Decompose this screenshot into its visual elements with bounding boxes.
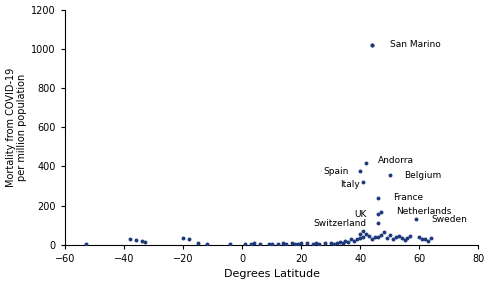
Point bbox=[353, 237, 361, 242]
Point bbox=[380, 230, 388, 234]
Point bbox=[330, 242, 338, 246]
Point bbox=[273, 242, 281, 247]
Point bbox=[283, 242, 291, 246]
Text: San Marino: San Marino bbox=[390, 40, 441, 49]
Point bbox=[416, 235, 423, 240]
Point bbox=[401, 238, 409, 243]
Point bbox=[292, 241, 299, 246]
Point bbox=[303, 241, 311, 245]
Point bbox=[138, 239, 146, 243]
Point bbox=[185, 237, 193, 242]
Point bbox=[226, 241, 234, 246]
Point bbox=[356, 232, 364, 236]
Point bbox=[359, 180, 367, 184]
Point bbox=[247, 242, 255, 246]
Point bbox=[394, 234, 402, 238]
Point bbox=[374, 221, 382, 225]
Point bbox=[82, 242, 90, 246]
Point bbox=[347, 237, 355, 241]
Point bbox=[336, 240, 343, 245]
Point bbox=[365, 234, 373, 238]
Text: France: France bbox=[392, 193, 423, 202]
Text: Sweden: Sweden bbox=[431, 215, 467, 224]
Text: Switzerland: Switzerland bbox=[313, 219, 366, 228]
Point bbox=[362, 160, 370, 165]
Point bbox=[356, 236, 364, 240]
Point bbox=[368, 42, 376, 47]
Text: Italy: Italy bbox=[341, 180, 360, 189]
Point bbox=[194, 241, 202, 246]
Point bbox=[389, 237, 396, 241]
Point bbox=[362, 232, 370, 236]
Point bbox=[386, 173, 393, 178]
Point bbox=[359, 235, 367, 239]
Point bbox=[327, 241, 335, 246]
Point bbox=[374, 196, 382, 200]
Point bbox=[294, 242, 302, 246]
Point bbox=[407, 234, 415, 238]
Point bbox=[126, 236, 134, 241]
Point bbox=[350, 239, 358, 243]
Point bbox=[383, 235, 391, 240]
Text: Spain: Spain bbox=[323, 167, 348, 176]
Point bbox=[241, 242, 249, 246]
Point bbox=[374, 212, 382, 217]
Point bbox=[424, 239, 432, 243]
Point bbox=[398, 236, 406, 240]
Text: Belgium: Belgium bbox=[405, 171, 442, 180]
Point bbox=[268, 242, 275, 246]
Text: UK: UK bbox=[354, 210, 366, 219]
Point bbox=[344, 239, 352, 244]
Text: Andorra: Andorra bbox=[378, 156, 414, 165]
Point bbox=[356, 169, 364, 174]
Point bbox=[132, 237, 140, 242]
Point bbox=[265, 242, 272, 246]
Point bbox=[392, 235, 399, 239]
Point bbox=[289, 241, 296, 246]
Point bbox=[141, 239, 148, 244]
Point bbox=[250, 241, 258, 246]
Point bbox=[342, 238, 349, 243]
Point bbox=[371, 235, 379, 240]
Point bbox=[333, 241, 341, 245]
Point bbox=[359, 229, 367, 233]
Point bbox=[377, 233, 385, 237]
Point bbox=[203, 242, 211, 246]
Point bbox=[377, 209, 385, 214]
Point bbox=[421, 237, 429, 241]
Point bbox=[413, 217, 420, 222]
Point bbox=[368, 237, 376, 241]
Y-axis label: Mortality from COVID-19
per million population: Mortality from COVID-19 per million popu… bbox=[5, 68, 27, 187]
Point bbox=[279, 241, 287, 246]
Point bbox=[256, 242, 264, 247]
Point bbox=[321, 241, 329, 245]
Point bbox=[386, 233, 393, 237]
Point bbox=[312, 241, 320, 246]
Point bbox=[309, 242, 317, 246]
Point bbox=[315, 242, 323, 246]
X-axis label: Degrees Latitude: Degrees Latitude bbox=[223, 269, 319, 280]
Point bbox=[404, 235, 412, 240]
Point bbox=[427, 235, 435, 240]
Text: Netherlands: Netherlands bbox=[395, 207, 451, 216]
Point bbox=[339, 241, 346, 245]
Point bbox=[418, 237, 426, 242]
Point bbox=[368, 42, 376, 47]
Point bbox=[179, 236, 187, 241]
Point bbox=[374, 234, 382, 239]
Point bbox=[297, 240, 305, 245]
